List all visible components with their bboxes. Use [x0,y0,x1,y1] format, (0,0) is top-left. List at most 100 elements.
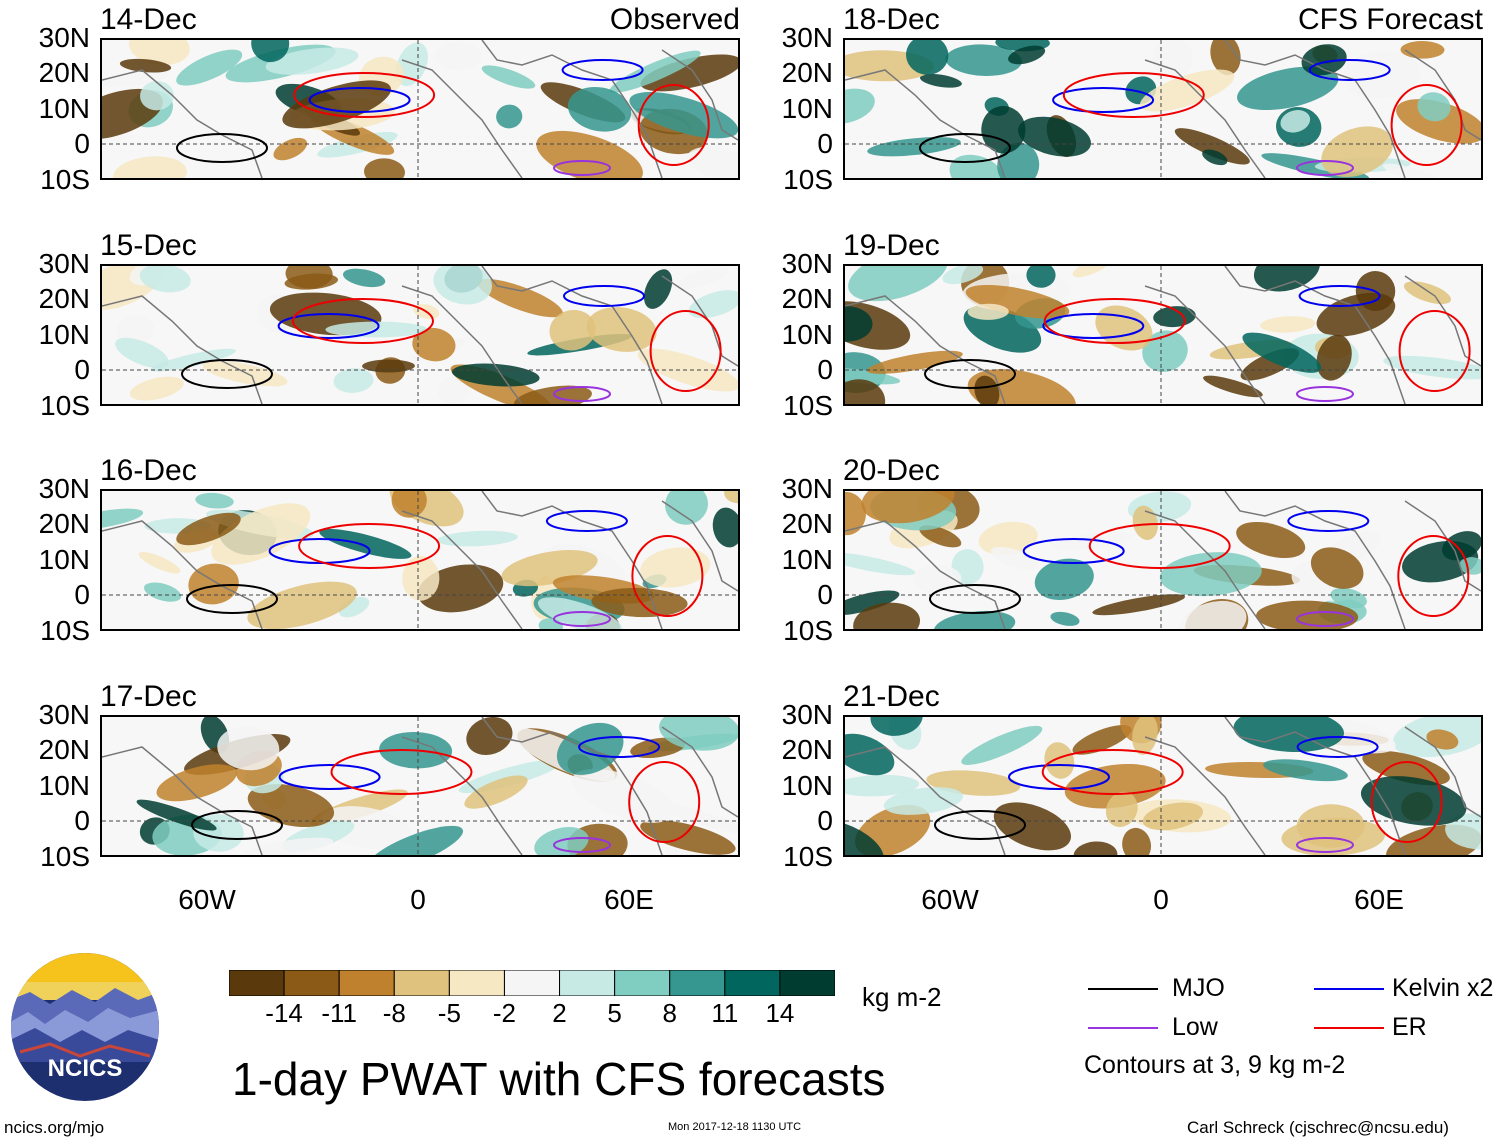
anomaly-shading [567,86,632,132]
pwat-map-panel [843,38,1483,180]
wave-contour [1370,761,1443,843]
wave-contour [1298,285,1381,307]
anomaly-shading [1073,841,1118,855]
lat-label: 10S [40,841,90,872]
anomaly-shading [136,799,217,831]
anomaly-shading [919,525,962,548]
anomaly-shading [571,768,675,823]
anomaly-shading [412,327,456,362]
wave-contour [1296,160,1354,176]
wave-contour [181,359,273,389]
anomaly-shading [978,521,1038,556]
colorbar-tick-label: -5 [437,998,461,1028]
wave-contour [631,535,704,617]
lat-label: 10S [783,615,833,646]
panel-date-label: 16-Dec [100,454,197,487]
anomaly-shading [481,65,536,89]
wave-contour [1062,72,1205,118]
coastline [1224,717,1406,855]
coastline [845,295,1006,404]
anomaly-shading [464,775,528,809]
colorbar-tick-label: 14 [765,998,795,1028]
wave-contour [1043,298,1186,344]
wave-contour [924,359,1016,389]
anomaly-shading [1330,587,1367,609]
anomaly-shading [1210,40,1241,76]
anomaly-shading [981,106,1026,154]
anomaly-shading [458,759,562,794]
coastline [401,285,523,404]
lat-label: 10N [38,544,90,575]
lat-label: 30N [38,22,90,53]
anomaly-shading [1105,791,1138,828]
wave-contour [1296,736,1379,758]
anomaly-shading [466,717,513,756]
lon-label-0-left: 0 [410,884,426,915]
lat-label: 0 [817,805,833,836]
anomaly-shading [217,726,280,771]
lat-label: 10N [38,319,90,350]
anomaly-shading [867,137,961,157]
anomaly-shading [1382,163,1446,178]
anomaly-shading [242,837,334,855]
pwat-map-panel [100,489,740,631]
anomaly-shading [1018,116,1091,157]
anomaly-shading [282,80,392,129]
legend-line-kelvin [1314,988,1384,990]
coastline [1144,510,1266,629]
coastline [661,49,738,141]
anomaly-shading [990,546,1038,570]
legend-label-low: Low [1172,1013,1218,1041]
anomaly-shading [402,555,440,601]
coastline [481,266,663,404]
legend-label-mjo: MJO [1172,974,1225,1002]
anomaly-shading [845,88,875,124]
lat-label: 20N [781,57,833,88]
anomaly-shading [1260,316,1316,333]
lon-label-60e-left: 60E [604,884,654,915]
anomaly-shading [176,49,243,86]
colorbar [228,969,836,1001]
anomaly-shading [319,528,412,559]
anomaly-shading [1008,45,1046,65]
anomaly-shading [1442,531,1481,561]
anomaly-shading [139,266,191,293]
lat-label: 20N [38,508,90,539]
colorbar-swatch [228,969,285,997]
wave-contour [1296,611,1354,627]
anomaly-shading [933,610,1016,629]
anomaly-shading [845,590,900,616]
wave-contour [278,764,381,790]
pwat-map-panel [100,715,740,857]
panel-date-label: 18-Dec [843,3,940,36]
anomaly-shading [1072,725,1132,755]
anomaly-shading [912,564,962,593]
lat-label: 30N [38,699,90,730]
panel-tag-label: Observed [609,3,740,36]
wave-contour [637,84,710,166]
wave-contour [919,133,1011,163]
wave-contour [561,59,644,81]
anomaly-shading [906,40,949,75]
pwat-map-panel [843,264,1483,406]
anomaly-shading [1236,521,1306,559]
footer-url[interactable]: ncics.org/mjo [4,1118,105,1137]
colorbar-tick-label: -8 [382,998,406,1028]
anomaly-shading [1301,44,1347,76]
anomaly-shading [644,269,673,309]
coastline [845,69,1006,178]
anomaly-shading [845,733,895,776]
anomaly-shading [845,491,866,536]
lat-label: 20N [781,283,833,314]
coastline [102,69,263,178]
ncics-logo[interactable]: NCICS [10,952,160,1102]
wave-contour [934,810,1026,840]
anomaly-shading [967,303,1009,320]
lat-label: 0 [74,128,90,159]
lat-label: 20N [38,734,90,765]
panel-date-label: 21-Dec [843,680,940,713]
lat-label: 30N [781,22,833,53]
anomaly-shading [1263,759,1348,782]
wave-contour [186,584,278,614]
anomaly-shading [140,81,174,111]
